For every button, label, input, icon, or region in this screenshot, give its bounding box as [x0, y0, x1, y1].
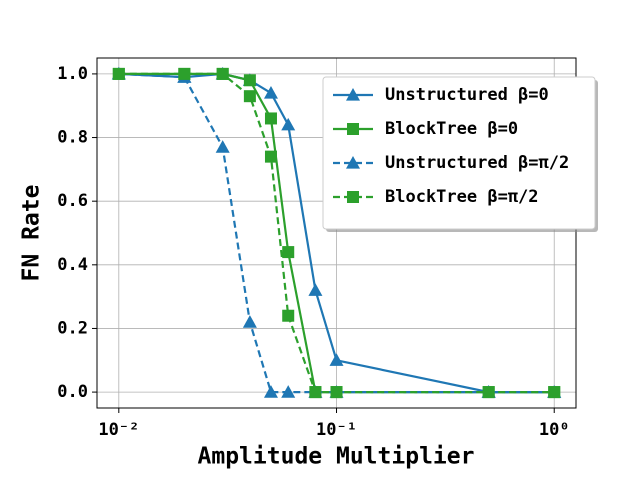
marker: [215, 140, 230, 153]
marker: [308, 283, 323, 296]
x-axis-label: Amplitude Multiplier: [198, 444, 475, 470]
marker: [347, 191, 359, 203]
y-tick-label: 0.8: [57, 128, 88, 148]
marker: [112, 67, 125, 80]
legend-label: Unstructured β=0: [385, 85, 549, 105]
marker: [346, 156, 360, 169]
legend-box: [322, 76, 596, 230]
marker: [346, 88, 360, 101]
marker: [263, 385, 278, 398]
legend-label: BlockTree β=π/2: [385, 187, 539, 207]
x-tick-label: 10⁻¹: [316, 420, 357, 440]
marker: [264, 150, 277, 163]
y-tick-label: 0.4: [57, 255, 88, 275]
legend-label: Unstructured β=π/2: [385, 153, 569, 173]
marker: [178, 67, 191, 80]
marker: [242, 315, 257, 328]
legend: Unstructured β=0 BlockTree β=0 Unstructure…: [322, 76, 598, 232]
series-line: [118, 72, 555, 394]
marker: [309, 386, 322, 399]
marker: [263, 86, 278, 99]
marker: [281, 117, 296, 131]
ticks: 10⁻² 10⁻¹ 10⁰ 0.0 0.2 0.4 0.6 0.8 1.0: [57, 64, 569, 440]
x-tick-label: 10⁻²: [98, 420, 139, 440]
marker: [281, 385, 296, 398]
marker: [482, 386, 495, 399]
y-tick-label: 1.0: [57, 64, 88, 84]
marker: [548, 386, 561, 399]
legend-label: BlockTree β=0: [385, 119, 518, 139]
x-tick-label: 10⁰: [539, 420, 570, 440]
marker: [264, 112, 277, 125]
marker: [282, 246, 295, 259]
series-line: [118, 72, 555, 394]
y-tick-label: 0.6: [57, 191, 88, 211]
y-tick-label: 0.0: [57, 382, 88, 402]
y-axis-label: FN Rate: [19, 185, 45, 282]
marker: [330, 386, 343, 399]
marker: [216, 67, 229, 80]
marker: [347, 123, 359, 135]
series-line: [118, 72, 555, 394]
y-tick-label: 0.2: [57, 318, 88, 338]
marker: [329, 353, 344, 366]
plot-area: [111, 66, 562, 399]
marker: [243, 74, 256, 87]
marker: [282, 309, 295, 322]
marker: [243, 90, 256, 103]
